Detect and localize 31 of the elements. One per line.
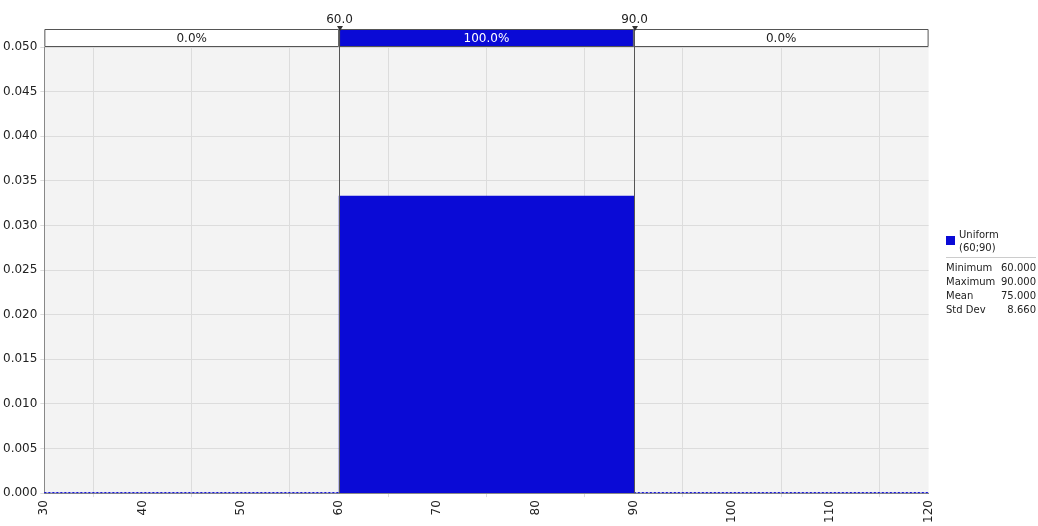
- legend-label: Uniform (60;90): [959, 228, 1000, 254]
- x-tick-label: 40: [134, 500, 149, 516]
- y-tick-label: 0.020: [2, 306, 38, 321]
- x-tick-label: 70: [429, 500, 444, 516]
- band-label: 0.0%: [765, 31, 797, 46]
- x-tick-label: 120: [920, 500, 935, 523]
- y-tick-label: 0.000: [2, 485, 38, 500]
- y-tick-label: 0.040: [2, 128, 38, 143]
- y-tick-label: 0.035: [2, 172, 38, 187]
- x-tick-label: 50: [232, 500, 247, 516]
- x-tick-label: 60: [331, 500, 346, 516]
- y-tick-label: 0.025: [2, 262, 38, 277]
- x-tick-label: 100: [724, 500, 739, 523]
- text: Maximum 90.000: [946, 275, 1036, 289]
- y-tick-label: 0.030: [2, 217, 38, 232]
- band-label: 100.0%: [463, 31, 510, 46]
- x-tick-label: 110: [822, 500, 837, 523]
- y-tick-label: 0.015: [2, 351, 38, 366]
- y-tick-label: 0.010: [2, 396, 38, 410]
- band-label: 0.0%: [176, 31, 207, 46]
- y-tick-label: 0.050: [2, 39, 38, 54]
- text: Mean 75.000: [946, 290, 1036, 301]
- text: Std Dev 8.660: [946, 304, 1036, 315]
- text: Minimum 60.000: [946, 261, 1036, 275]
- ref-line-label: 60.0: [326, 12, 353, 27]
- x-tick-label: 80: [527, 500, 542, 516]
- y-tick-label: 0.045: [2, 83, 38, 98]
- y-tick-label: 0.005: [2, 440, 38, 455]
- x-tick-label: 30: [36, 500, 51, 516]
- ref-line-label: 90.0: [621, 12, 648, 27]
- x-tick-label: 90: [625, 500, 640, 516]
